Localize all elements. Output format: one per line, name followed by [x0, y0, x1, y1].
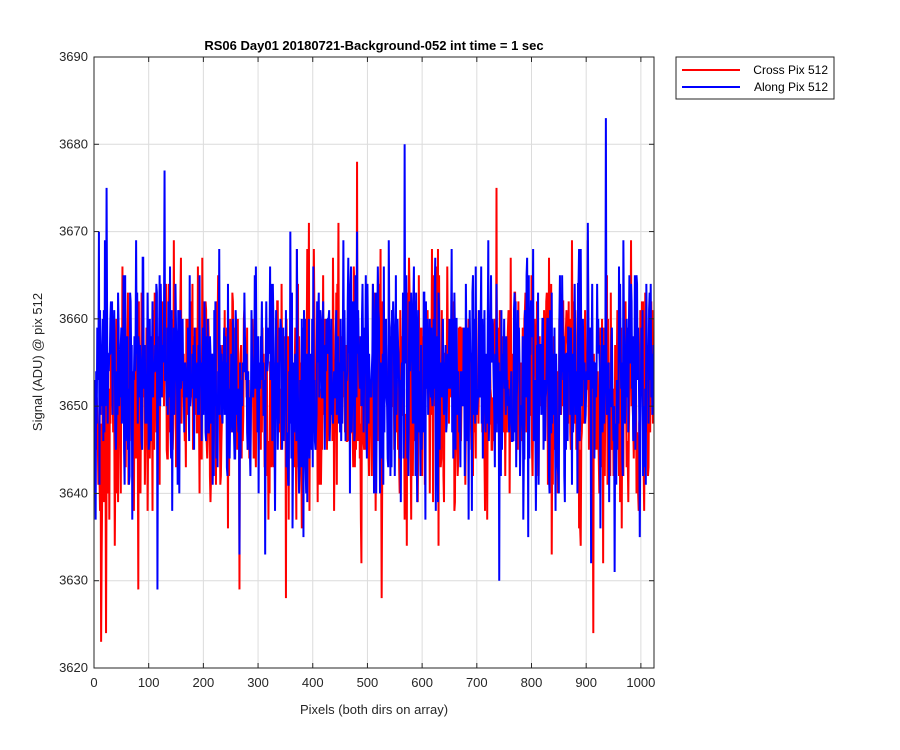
legend: Cross Pix 512 Along Pix 512 — [675, 56, 835, 100]
x-tick-label: 500 — [357, 675, 379, 690]
x-tick-label: 300 — [247, 675, 269, 690]
y-tick-label: 3690 — [59, 49, 88, 64]
y-tick-label: 3670 — [59, 224, 88, 239]
y-tick-label: 3650 — [59, 398, 88, 413]
plot-area — [94, 118, 654, 642]
x-tick-label: 1000 — [626, 675, 655, 690]
x-tick-label: 0 — [90, 675, 97, 690]
axes: 0 100 200 300 400 500 600 700 800 900 1000 3620 3630… — [59, 49, 655, 690]
x-tick-label: 900 — [575, 675, 597, 690]
series-line-along — [94, 118, 654, 590]
y-tick-label: 3660 — [59, 311, 88, 326]
x-tick-label: 100 — [138, 675, 160, 690]
x-tick-label: 800 — [521, 675, 543, 690]
y-tick-label: 3680 — [59, 136, 88, 151]
y-axis-title: Signal (ADU) @ pix 512 — [30, 293, 45, 431]
x-tick-label: 600 — [411, 675, 433, 690]
legend-label-along: Along Pix 512 — [754, 80, 828, 94]
x-tick-label: 400 — [302, 675, 324, 690]
y-tick-label: 3620 — [59, 660, 88, 675]
legend-box — [675, 56, 835, 100]
x-tick-label: 700 — [466, 675, 488, 690]
y-tick-label: 3630 — [59, 573, 88, 588]
y-tick-label: 3640 — [59, 485, 88, 500]
legend-label-cross: Cross Pix 512 — [753, 63, 828, 77]
axes-box — [93, 56, 655, 669]
x-axis-title: Pixels (both dirs on array) — [300, 702, 448, 717]
chart-title: RS06 Day01 20180721-Background-052 int t… — [204, 38, 543, 53]
x-tick-label: 200 — [193, 675, 215, 690]
